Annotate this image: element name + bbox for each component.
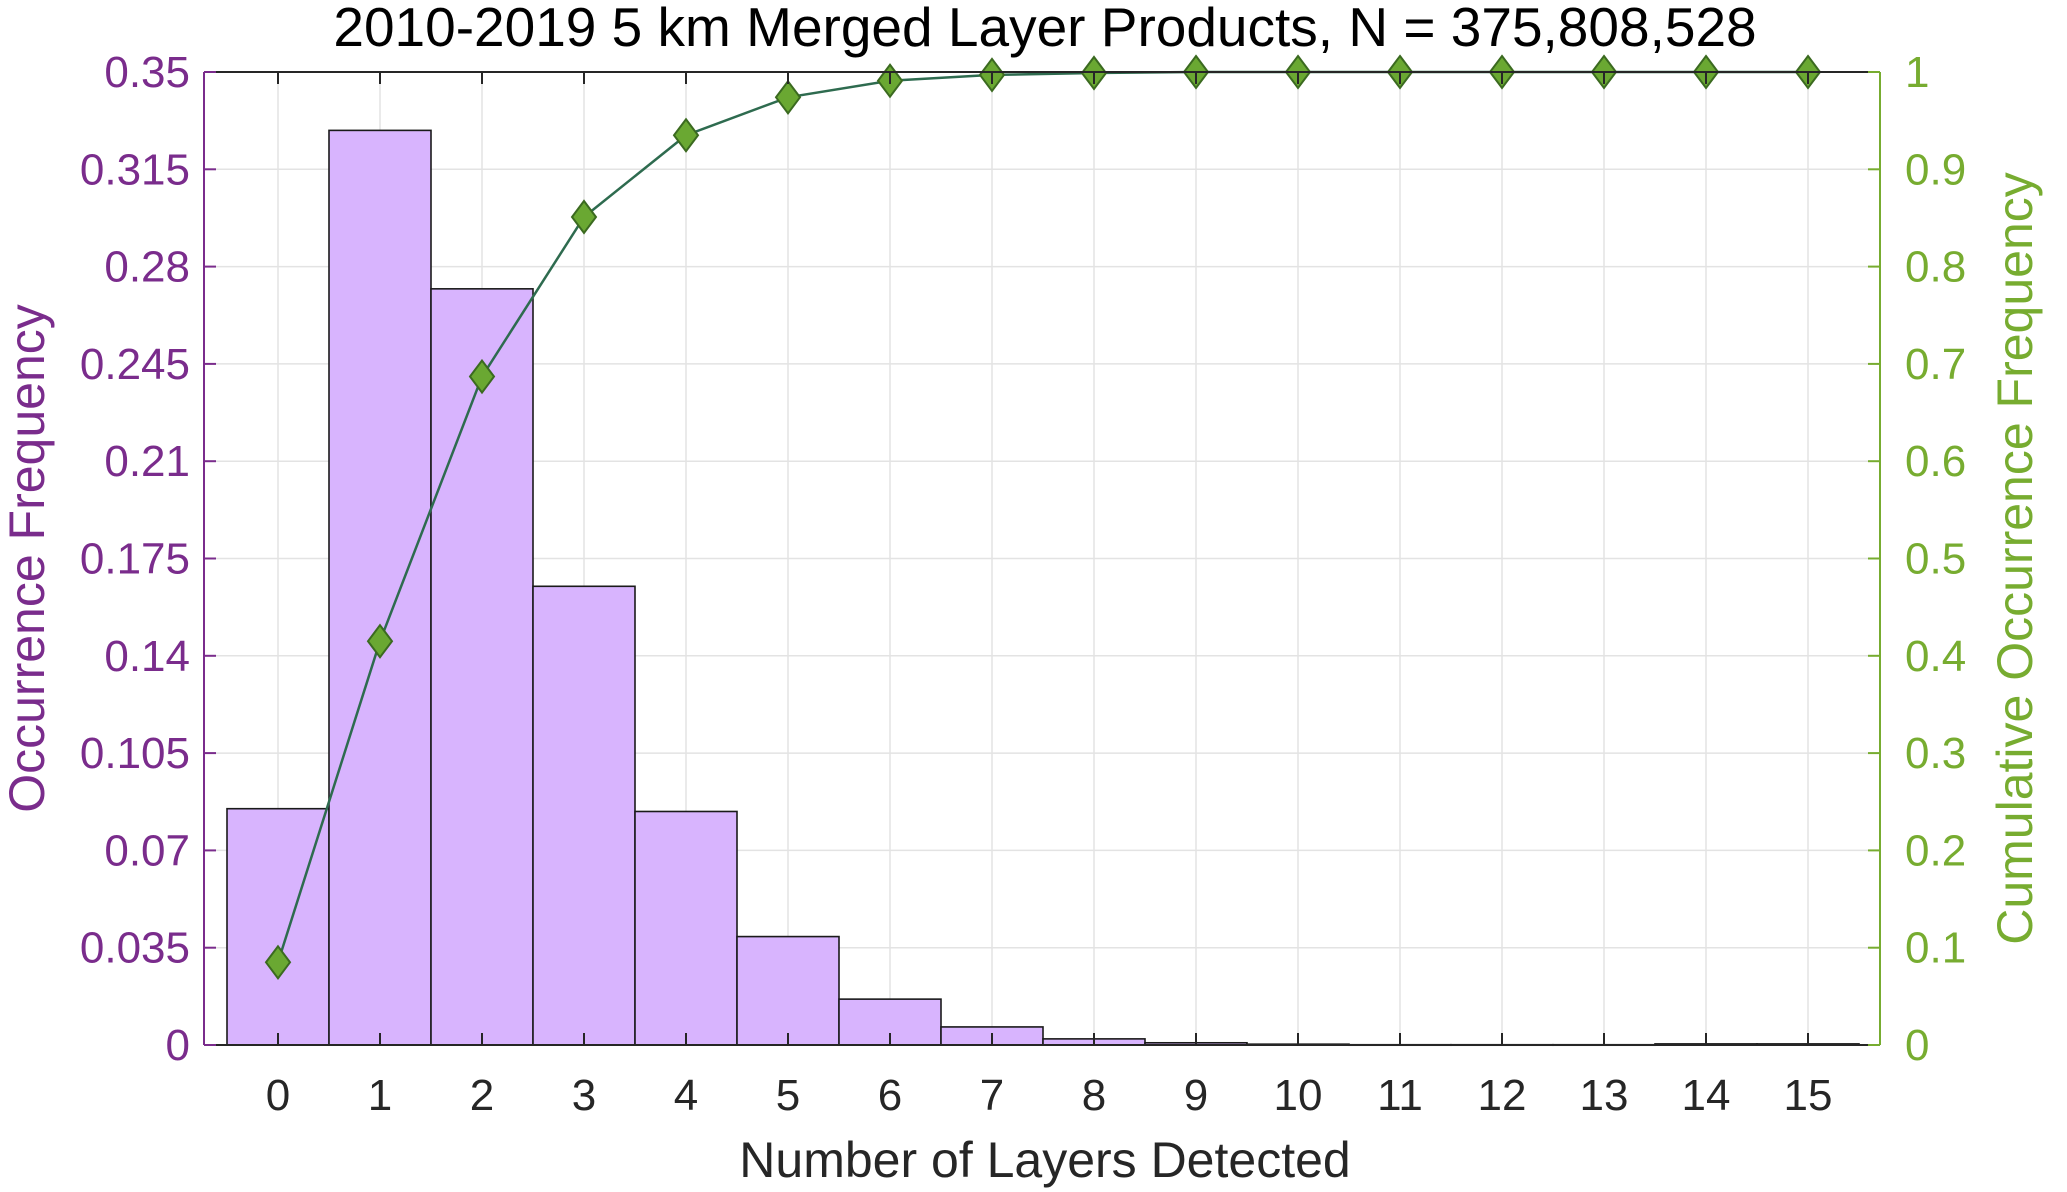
x-tick-label: 9: [1184, 1071, 1208, 1120]
x-tick-label: 14: [1682, 1071, 1731, 1120]
right-y-tick-label: 0.1: [1905, 924, 1966, 973]
x-tick-label: 7: [980, 1071, 1004, 1120]
cumulative-point: [264, 944, 292, 980]
x-tick-label: 11: [1377, 1071, 1423, 1120]
left-y-tick-label: 0: [166, 1021, 190, 1070]
cumulative-series: [264, 54, 1822, 980]
x-tick-label: 12: [1478, 1071, 1527, 1120]
left-y-tick-label: 0.21: [104, 437, 190, 486]
right-y-tick-label: 0.5: [1905, 535, 1966, 584]
right-y-tick-label: 0.2: [1905, 826, 1966, 875]
right-y-tick-label: 0.9: [1905, 145, 1966, 194]
x-tick-labels: 0 1 2 3 4 5 6 7 8 9 10 11 12 13 14 15: [266, 1071, 1833, 1120]
left-y-axis-label: Occurrence Frequency: [0, 304, 55, 813]
left-y-tick-label: 0.07: [104, 826, 190, 875]
x-tick-label: 15: [1784, 1071, 1833, 1120]
left-y-tick-label: 0.245: [80, 340, 190, 389]
right-y-axis-label: Cumulative Occurrence Frequency: [1987, 172, 2043, 945]
cumulative-point: [468, 358, 496, 395]
left-y-tick-label: 0.315: [80, 145, 190, 194]
left-y-tick-label: 0.35: [104, 48, 190, 97]
bar-series: [226, 129, 1860, 1047]
chart-title: 2010-2019 5 km Merged Layer Products, N …: [333, 0, 1756, 58]
right-y-tick-label: 0.4: [1905, 632, 1966, 681]
cumulative-point: [570, 199, 598, 235]
right-y-tick-label: 0.3: [1905, 729, 1966, 778]
x-tick-label: 3: [572, 1071, 596, 1120]
bar: [634, 810, 738, 1046]
x-tick-label: 1: [368, 1071, 392, 1120]
x-tick-label: 13: [1580, 1071, 1629, 1120]
x-tick-label: 5: [776, 1071, 800, 1120]
right-y-tick-labels: 0 0.1 0.2 0.3 0.4 0.5 0.6 0.7 0.8 0.9 1: [1905, 48, 1966, 1070]
left-y-tick-label: 0.175: [80, 535, 190, 584]
x-tick-label: 10: [1274, 1071, 1323, 1120]
x-tick-label: 6: [878, 1071, 902, 1120]
x-axis-label: Number of Layers Detected: [739, 1132, 1350, 1188]
left-y-tick-label: 0.14: [104, 632, 190, 681]
cumulative-point: [366, 623, 394, 659]
x-tick-label: 4: [674, 1071, 698, 1120]
cumulative-point: [774, 79, 802, 115]
x-tick-label: 2: [470, 1071, 494, 1120]
cumulative-point: [672, 117, 700, 153]
bar: [430, 288, 534, 1046]
axes: [203, 71, 1881, 1046]
right-y-tick-label: 1: [1905, 48, 1929, 97]
bar: [328, 129, 432, 1046]
right-y-tick-label: 0.7: [1905, 340, 1966, 389]
x-tick-label: 8: [1082, 1071, 1106, 1120]
bar: [532, 585, 636, 1046]
right-y-tick-label: 0: [1905, 1021, 1929, 1070]
left-y-tick-labels: 0 0.035 0.07 0.105 0.14 0.175 0.21 0.245 0.28 0.3…: [80, 48, 190, 1070]
right-y-tick-label: 0.8: [1905, 243, 1966, 292]
grid: [204, 71, 1880, 1046]
x-tick-label: 0: [266, 1071, 290, 1120]
bar: [226, 807, 330, 1046]
left-y-tick-label: 0.035: [80, 924, 190, 973]
left-y-tick-label: 0.28: [104, 243, 190, 292]
left-y-tick-label: 0.105: [80, 729, 190, 778]
right-y-tick-label: 0.6: [1905, 437, 1966, 486]
bar: [736, 935, 840, 1046]
